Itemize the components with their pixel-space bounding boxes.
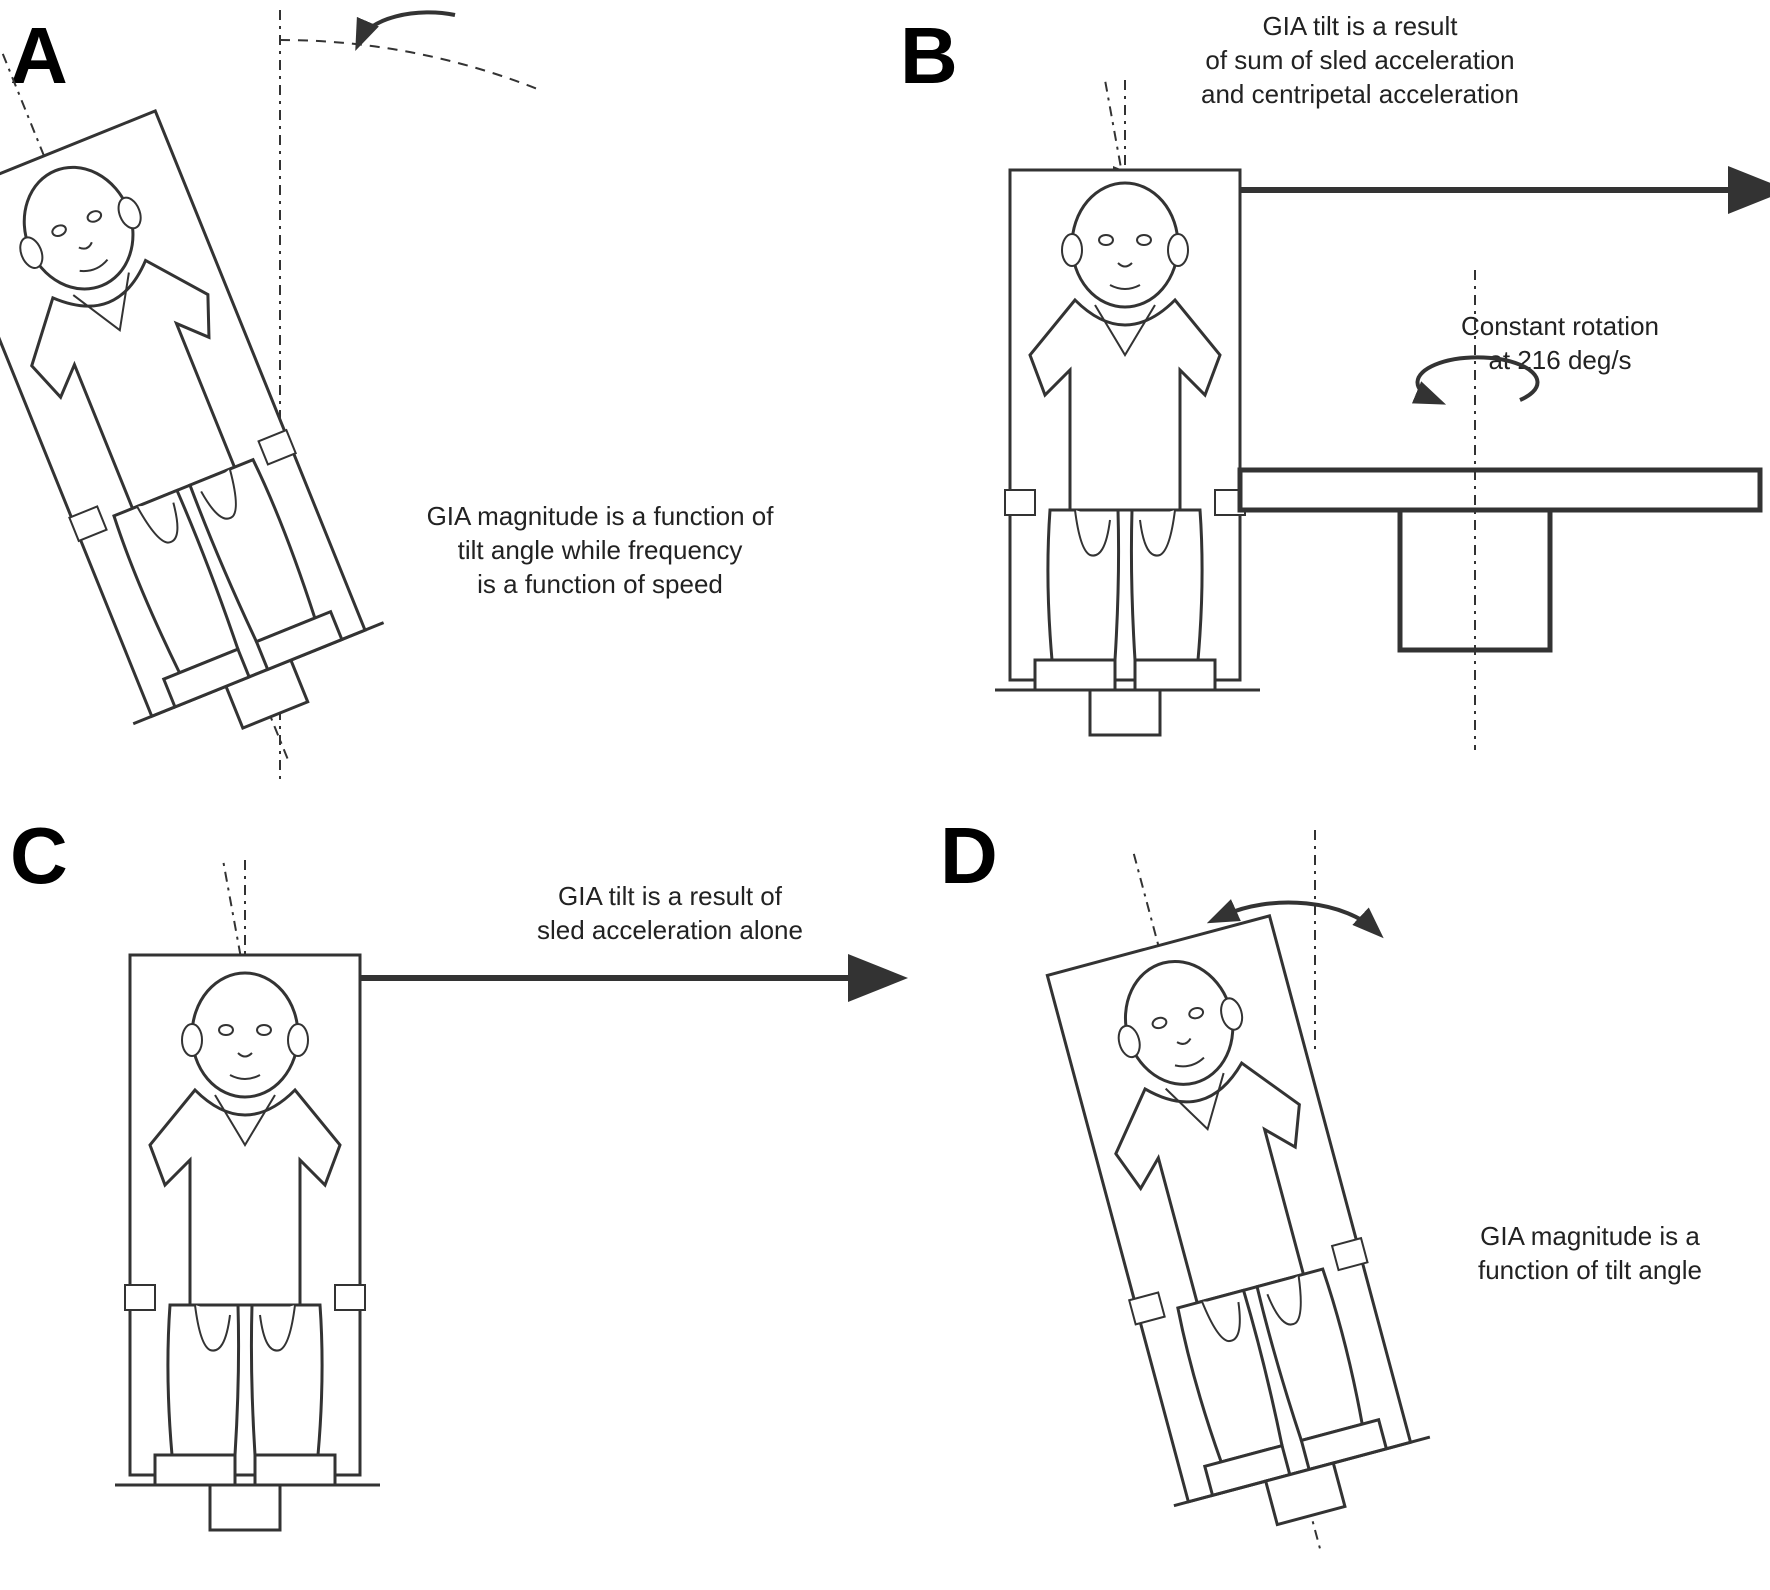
panel-label-c: C	[10, 810, 68, 902]
panel-a-svg	[100, 20, 800, 800]
panel-b-svg	[970, 70, 1770, 790]
panel-label-a: A	[10, 10, 68, 102]
panel-label-b: B	[900, 10, 958, 102]
panel-label-d: D	[940, 810, 998, 902]
panel-c-svg	[90, 850, 890, 1580]
panel-d-svg	[1050, 830, 1750, 1590]
